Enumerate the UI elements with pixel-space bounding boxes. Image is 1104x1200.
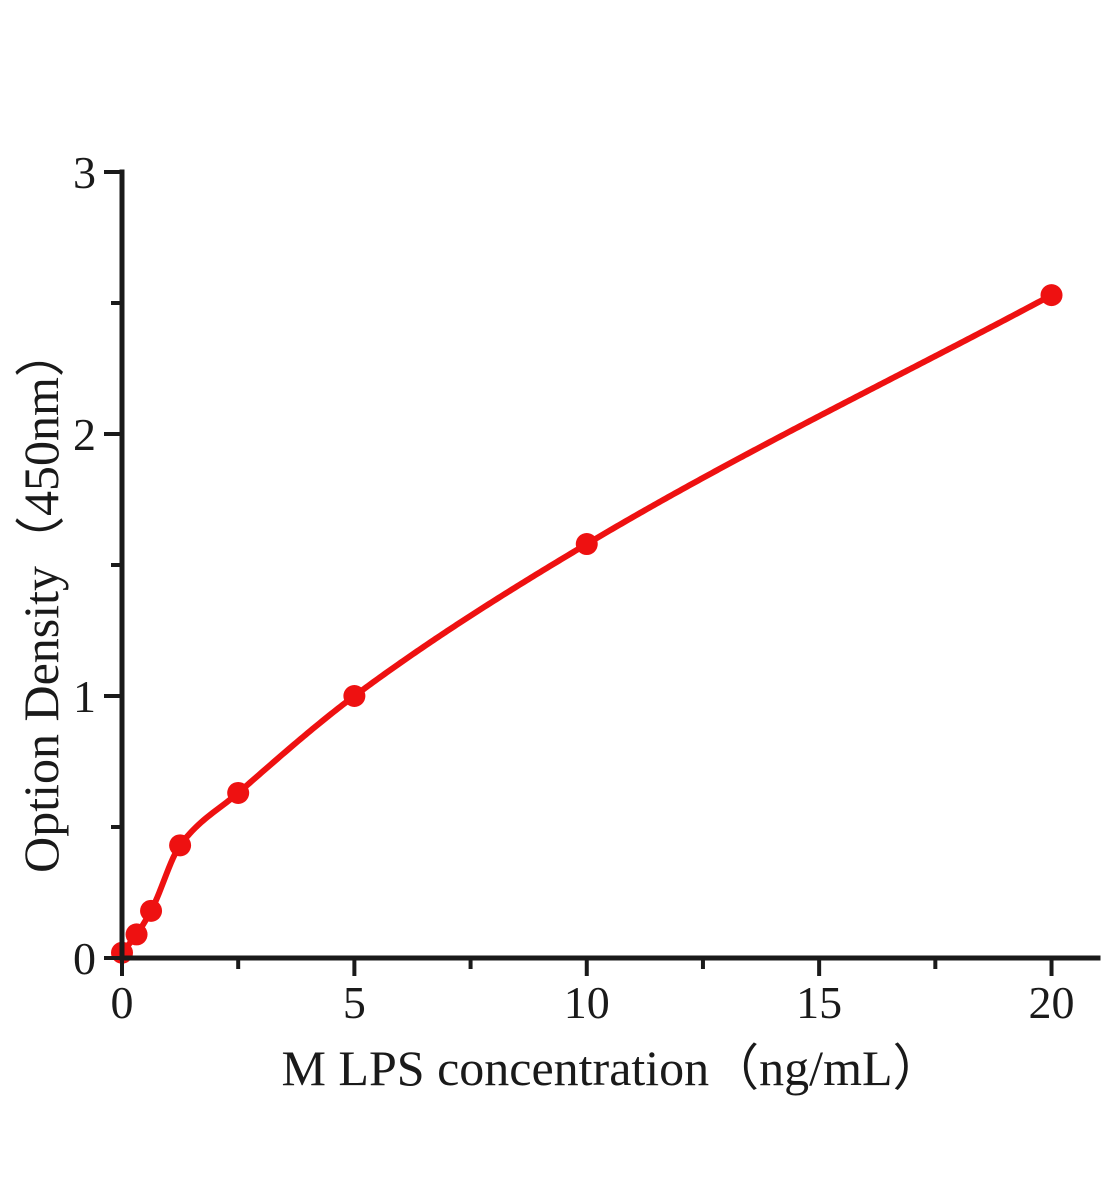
- data-point: [227, 781, 250, 804]
- y-tick-label: 0: [73, 933, 96, 984]
- tick-label-layer: 0 5 10 15 20 0 1 2 3: [73, 147, 1075, 1028]
- curve-layer: [119, 292, 1055, 956]
- y-tick-label: 2: [73, 409, 96, 460]
- y-tick-label: 1: [73, 671, 96, 722]
- data-point: [125, 923, 148, 946]
- y-axis-title: Option Density（450nm）: [13, 327, 69, 873]
- standard-curve-line: [119, 292, 1055, 956]
- data-point: [1040, 284, 1063, 307]
- x-tick-label: 0: [111, 977, 134, 1028]
- x-tick-label: 5: [343, 977, 366, 1028]
- data-point-layer: [111, 284, 1063, 964]
- x-tick-label: 20: [1029, 977, 1075, 1028]
- x-tick-label: 15: [796, 977, 842, 1028]
- data-point: [140, 899, 163, 922]
- data-point: [343, 685, 366, 707]
- axes-layer: [104, 169, 1101, 976]
- y-tick-label: 3: [73, 147, 96, 198]
- data-point: [575, 533, 598, 556]
- x-tick-label: 10: [564, 977, 610, 1028]
- data-point: [169, 834, 192, 857]
- x-axis-title: M LPS concentration（ng/mL）: [281, 1040, 942, 1096]
